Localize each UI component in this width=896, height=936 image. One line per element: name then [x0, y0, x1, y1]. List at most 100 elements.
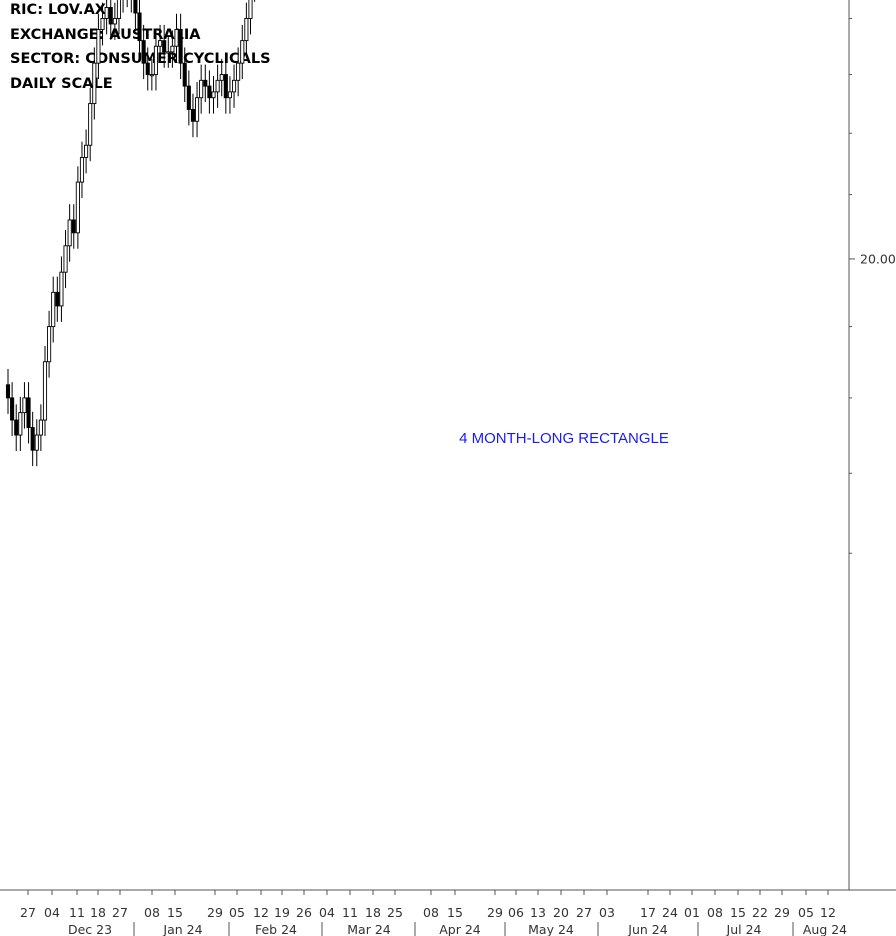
- candle-body: [75, 181, 80, 234]
- candle-body: [100, 17, 105, 30]
- candle-body: [231, 79, 237, 93]
- candle-body: [67, 219, 72, 247]
- x-day-label: 13: [530, 905, 546, 920]
- candle-body: [55, 291, 60, 307]
- x-day-label: 05: [798, 905, 814, 920]
- candle-body: [38, 419, 43, 436]
- candle-body: [174, 29, 179, 47]
- candle-body: [223, 74, 228, 99]
- candle-body: [162, 40, 167, 53]
- x-day-label: 29: [774, 905, 790, 920]
- x-day-label: 26: [296, 905, 312, 920]
- candle-body: [71, 219, 76, 234]
- x-day-label: 15: [447, 905, 463, 920]
- candle-body: [149, 74, 154, 77]
- x-day-label: 27: [576, 905, 592, 920]
- x-day-label: 25: [387, 905, 403, 920]
- candle-body: [227, 91, 232, 99]
- sector-label: SECTOR: CONSUMER CYCLICALS: [10, 51, 271, 67]
- annotation-layer: RECTANGLE PRICE TARGET: 3833.629.24 MONT…: [459, 430, 669, 447]
- candle-body: [42, 361, 48, 421]
- x-day-label: 08: [144, 905, 160, 920]
- x-day-label: 01: [684, 905, 700, 920]
- candle-body: [51, 291, 56, 328]
- candle-body: [211, 91, 216, 99]
- exchange-label: EXCHANGE: AUSTRALIA: [10, 27, 201, 43]
- candle-body: [84, 144, 89, 158]
- candle-body: [104, 7, 109, 19]
- candle-body: [207, 85, 212, 99]
- candle-body: [199, 79, 204, 99]
- x-day-label: 03: [599, 905, 615, 920]
- candle-body: [92, 62, 97, 105]
- candle-body: [236, 62, 241, 81]
- candle-body: [47, 326, 52, 363]
- x-day-label: 05: [229, 905, 245, 920]
- candle-body: [182, 62, 187, 87]
- candle-body: [133, 0, 138, 14]
- candle-body: [219, 74, 224, 81]
- x-day-label: 29: [487, 905, 503, 920]
- chart-frame: [0, 0, 896, 891]
- x-day-label: 27: [112, 905, 128, 920]
- candle-body: [170, 45, 175, 53]
- candle-body: [26, 397, 31, 428]
- x-day-label: 04: [44, 905, 60, 920]
- candle-body: [79, 156, 85, 183]
- candle-body: [63, 245, 68, 273]
- x-day-label: 18: [365, 905, 381, 920]
- y-axis: 20.0025.0030.0035.0040.0033.78: [849, 17, 896, 554]
- x-day-label: 27: [20, 905, 36, 920]
- x-month-label: Jun 24: [627, 922, 667, 936]
- candle-body: [186, 85, 191, 110]
- ric-label: RIC: LOV.AX: [10, 2, 106, 18]
- x-day-label: 15: [167, 905, 183, 920]
- x-month-label: Aug 24: [803, 922, 847, 936]
- candle-body: [203, 79, 208, 87]
- candle-body: [195, 97, 200, 122]
- candle-body: [96, 29, 101, 64]
- candle-body: [18, 412, 23, 436]
- x-day-label: 17: [640, 905, 656, 920]
- candles-layer: [5, 0, 256, 467]
- candle-body: [215, 79, 220, 93]
- x-day-label: 29: [207, 905, 223, 920]
- x-day-label: 04: [319, 905, 335, 920]
- x-axis: 27 04 11 18 27 08 15 29 05 12 19 26 04 11 18 25 08 15 29 06…: [20, 890, 847, 936]
- x-day-label: 20: [553, 905, 569, 920]
- x-month-label: Apr 24: [439, 922, 481, 936]
- x-day-label: 11: [69, 905, 85, 920]
- candle-body: [59, 271, 64, 307]
- x-day-label: 08: [423, 905, 439, 920]
- x-month-label: Feb 24: [255, 922, 297, 936]
- candle-body: [112, 17, 117, 25]
- candle-body: [240, 40, 245, 64]
- candle-body: [145, 62, 150, 76]
- x-day-label: 24: [662, 905, 678, 920]
- candle-body: [116, 0, 122, 19]
- candle-body: [30, 427, 35, 451]
- candle-body: [34, 434, 39, 451]
- x-day-label: 08: [707, 905, 723, 920]
- x-day-label: 19: [274, 905, 290, 920]
- x-day-label: 11: [342, 905, 358, 920]
- x-month-label: Jan 24: [162, 922, 202, 936]
- candle-body: [153, 45, 159, 76]
- y-tick-label: 20.00: [860, 251, 896, 266]
- candle-body: [5, 384, 11, 399]
- x-day-label: 12: [820, 905, 836, 920]
- candle-body: [14, 419, 19, 436]
- x-day-label: 06: [508, 905, 524, 920]
- candle-body: [166, 51, 171, 54]
- x-day-label: 22: [752, 905, 768, 920]
- candle-body: [248, 0, 253, 19]
- pattern-label: 4 MONTH-LONG RECTANGLE: [459, 430, 669, 447]
- candle-body: [108, 7, 113, 25]
- candle-body: [244, 17, 249, 42]
- x-day-label: 12: [253, 905, 269, 920]
- candle-body: [10, 397, 15, 421]
- x-day-label: 18: [90, 905, 106, 920]
- candle-body: [137, 12, 142, 42]
- x-day-label: 15: [730, 905, 746, 920]
